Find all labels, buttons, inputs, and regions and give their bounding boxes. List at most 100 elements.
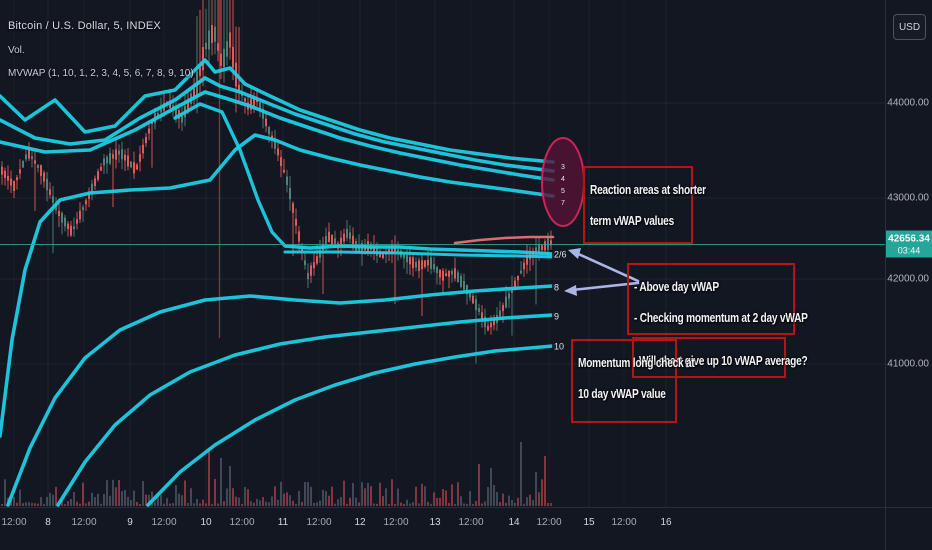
candle xyxy=(136,164,138,170)
candle xyxy=(4,170,6,179)
candle xyxy=(454,268,456,279)
candle xyxy=(232,46,234,68)
candle xyxy=(85,200,87,205)
candle xyxy=(274,140,276,149)
candle xyxy=(262,109,264,119)
price-tick: 44000.00 xyxy=(887,97,929,109)
volume-bar xyxy=(316,502,318,506)
volume-bar xyxy=(394,503,396,506)
volume-bar xyxy=(265,501,267,506)
volume-bar xyxy=(307,482,309,506)
volume-bar xyxy=(187,502,189,506)
volume-bar xyxy=(499,502,501,506)
time-tick: 13 xyxy=(429,517,441,528)
volume-bar xyxy=(196,498,198,506)
volume-bar xyxy=(22,503,24,506)
candle xyxy=(445,273,447,277)
price-tick: 42000.00 xyxy=(887,273,929,285)
currency-button[interactable]: USD xyxy=(893,14,926,40)
candle xyxy=(220,53,222,66)
volume-bar xyxy=(235,496,237,506)
vwap-10 xyxy=(146,344,555,507)
candle xyxy=(193,88,195,97)
volume-bar xyxy=(502,493,504,506)
volume-bar xyxy=(358,502,360,506)
volume-bar xyxy=(442,488,444,506)
volume-bar xyxy=(460,496,462,506)
candle xyxy=(427,259,429,266)
volume-bar xyxy=(250,501,252,506)
volume-bar xyxy=(532,500,534,506)
volume-bar xyxy=(487,487,489,506)
candle xyxy=(391,245,393,254)
volume-bar xyxy=(511,500,513,506)
candle xyxy=(37,164,39,169)
volume-bar xyxy=(73,492,75,506)
annotation-box-will-chart[interactable]: Will chart give up 10 vWAP average? xyxy=(632,337,808,378)
volume-bar xyxy=(469,491,471,506)
volume-bar xyxy=(421,483,423,506)
volume-bar xyxy=(262,496,264,506)
volume-bar xyxy=(142,481,144,506)
candle xyxy=(88,192,90,199)
candle xyxy=(118,150,120,155)
volume-bar xyxy=(271,496,273,506)
candle xyxy=(214,26,216,42)
vwap-end-label-10: 10 xyxy=(554,342,564,352)
vwap-label-3: 3 xyxy=(561,164,565,171)
volume-bar xyxy=(82,482,84,506)
vwap-3 xyxy=(0,58,555,164)
volume-bar xyxy=(367,482,369,506)
candle xyxy=(298,231,300,242)
volume-bar xyxy=(538,492,540,506)
candle xyxy=(253,97,255,108)
volume-bar xyxy=(37,503,39,506)
candle xyxy=(130,161,132,168)
candle xyxy=(382,252,384,259)
vwap-6 xyxy=(283,250,555,259)
pointer-arrowhead-1 xyxy=(568,248,581,259)
time-tick: 12:00 xyxy=(306,517,332,528)
candle xyxy=(1,166,3,175)
price-axis[interactable]: USD 42656.34 03:44 44000.00 43000.00 42000… xyxy=(885,0,932,508)
volume-bar xyxy=(169,503,171,506)
candle xyxy=(205,42,207,50)
volume-bar xyxy=(190,488,192,506)
volume-bar xyxy=(139,503,141,506)
volume-bar xyxy=(400,502,402,506)
volume-bar xyxy=(325,491,327,506)
annotation-box-momentum[interactable]: Momentum long check at 10 day vWAP value xyxy=(571,339,695,423)
candle xyxy=(523,262,525,270)
volume-bar xyxy=(295,503,297,506)
volume-bar xyxy=(226,488,228,506)
volume-bar xyxy=(79,503,81,506)
candle xyxy=(286,176,288,186)
volume-bar xyxy=(76,501,78,506)
volume-bar xyxy=(451,484,453,506)
volume-bar xyxy=(145,494,147,506)
volume-bar xyxy=(364,488,366,506)
candle xyxy=(340,237,342,246)
volume-bar xyxy=(493,485,495,506)
volume-bar xyxy=(205,503,207,506)
vwap-end-label-2/6: 2/6 xyxy=(554,250,567,260)
annotation-text: Reaction areas at shorter xyxy=(590,182,706,197)
candle xyxy=(238,84,240,92)
annotation-box-reaction[interactable]: Reaction areas at shorter term vWAP value… xyxy=(583,166,706,244)
volume-bar xyxy=(175,485,177,506)
time-axis[interactable]: 12:00 8 12:00 9 12:00 10 12:00 11 12:00 12 12:00 13… xyxy=(0,507,932,550)
volume-bar xyxy=(379,482,381,506)
last-price-value: 42656.34 xyxy=(888,233,930,245)
last-price-label[interactable]: 42656.34 03:44 xyxy=(886,230,932,258)
volume-bar xyxy=(478,464,480,506)
vwap-9 xyxy=(56,313,555,507)
volume-bar xyxy=(298,490,300,506)
candle xyxy=(10,178,12,186)
time-tick: 16 xyxy=(660,517,672,528)
annotation-box-above-day[interactable]: - Above day vWAP - Checking momentum at 2… xyxy=(627,263,808,335)
volume-bar xyxy=(28,502,30,506)
volume-bar xyxy=(115,487,117,506)
volume-bar xyxy=(322,489,324,506)
candle xyxy=(223,48,225,68)
